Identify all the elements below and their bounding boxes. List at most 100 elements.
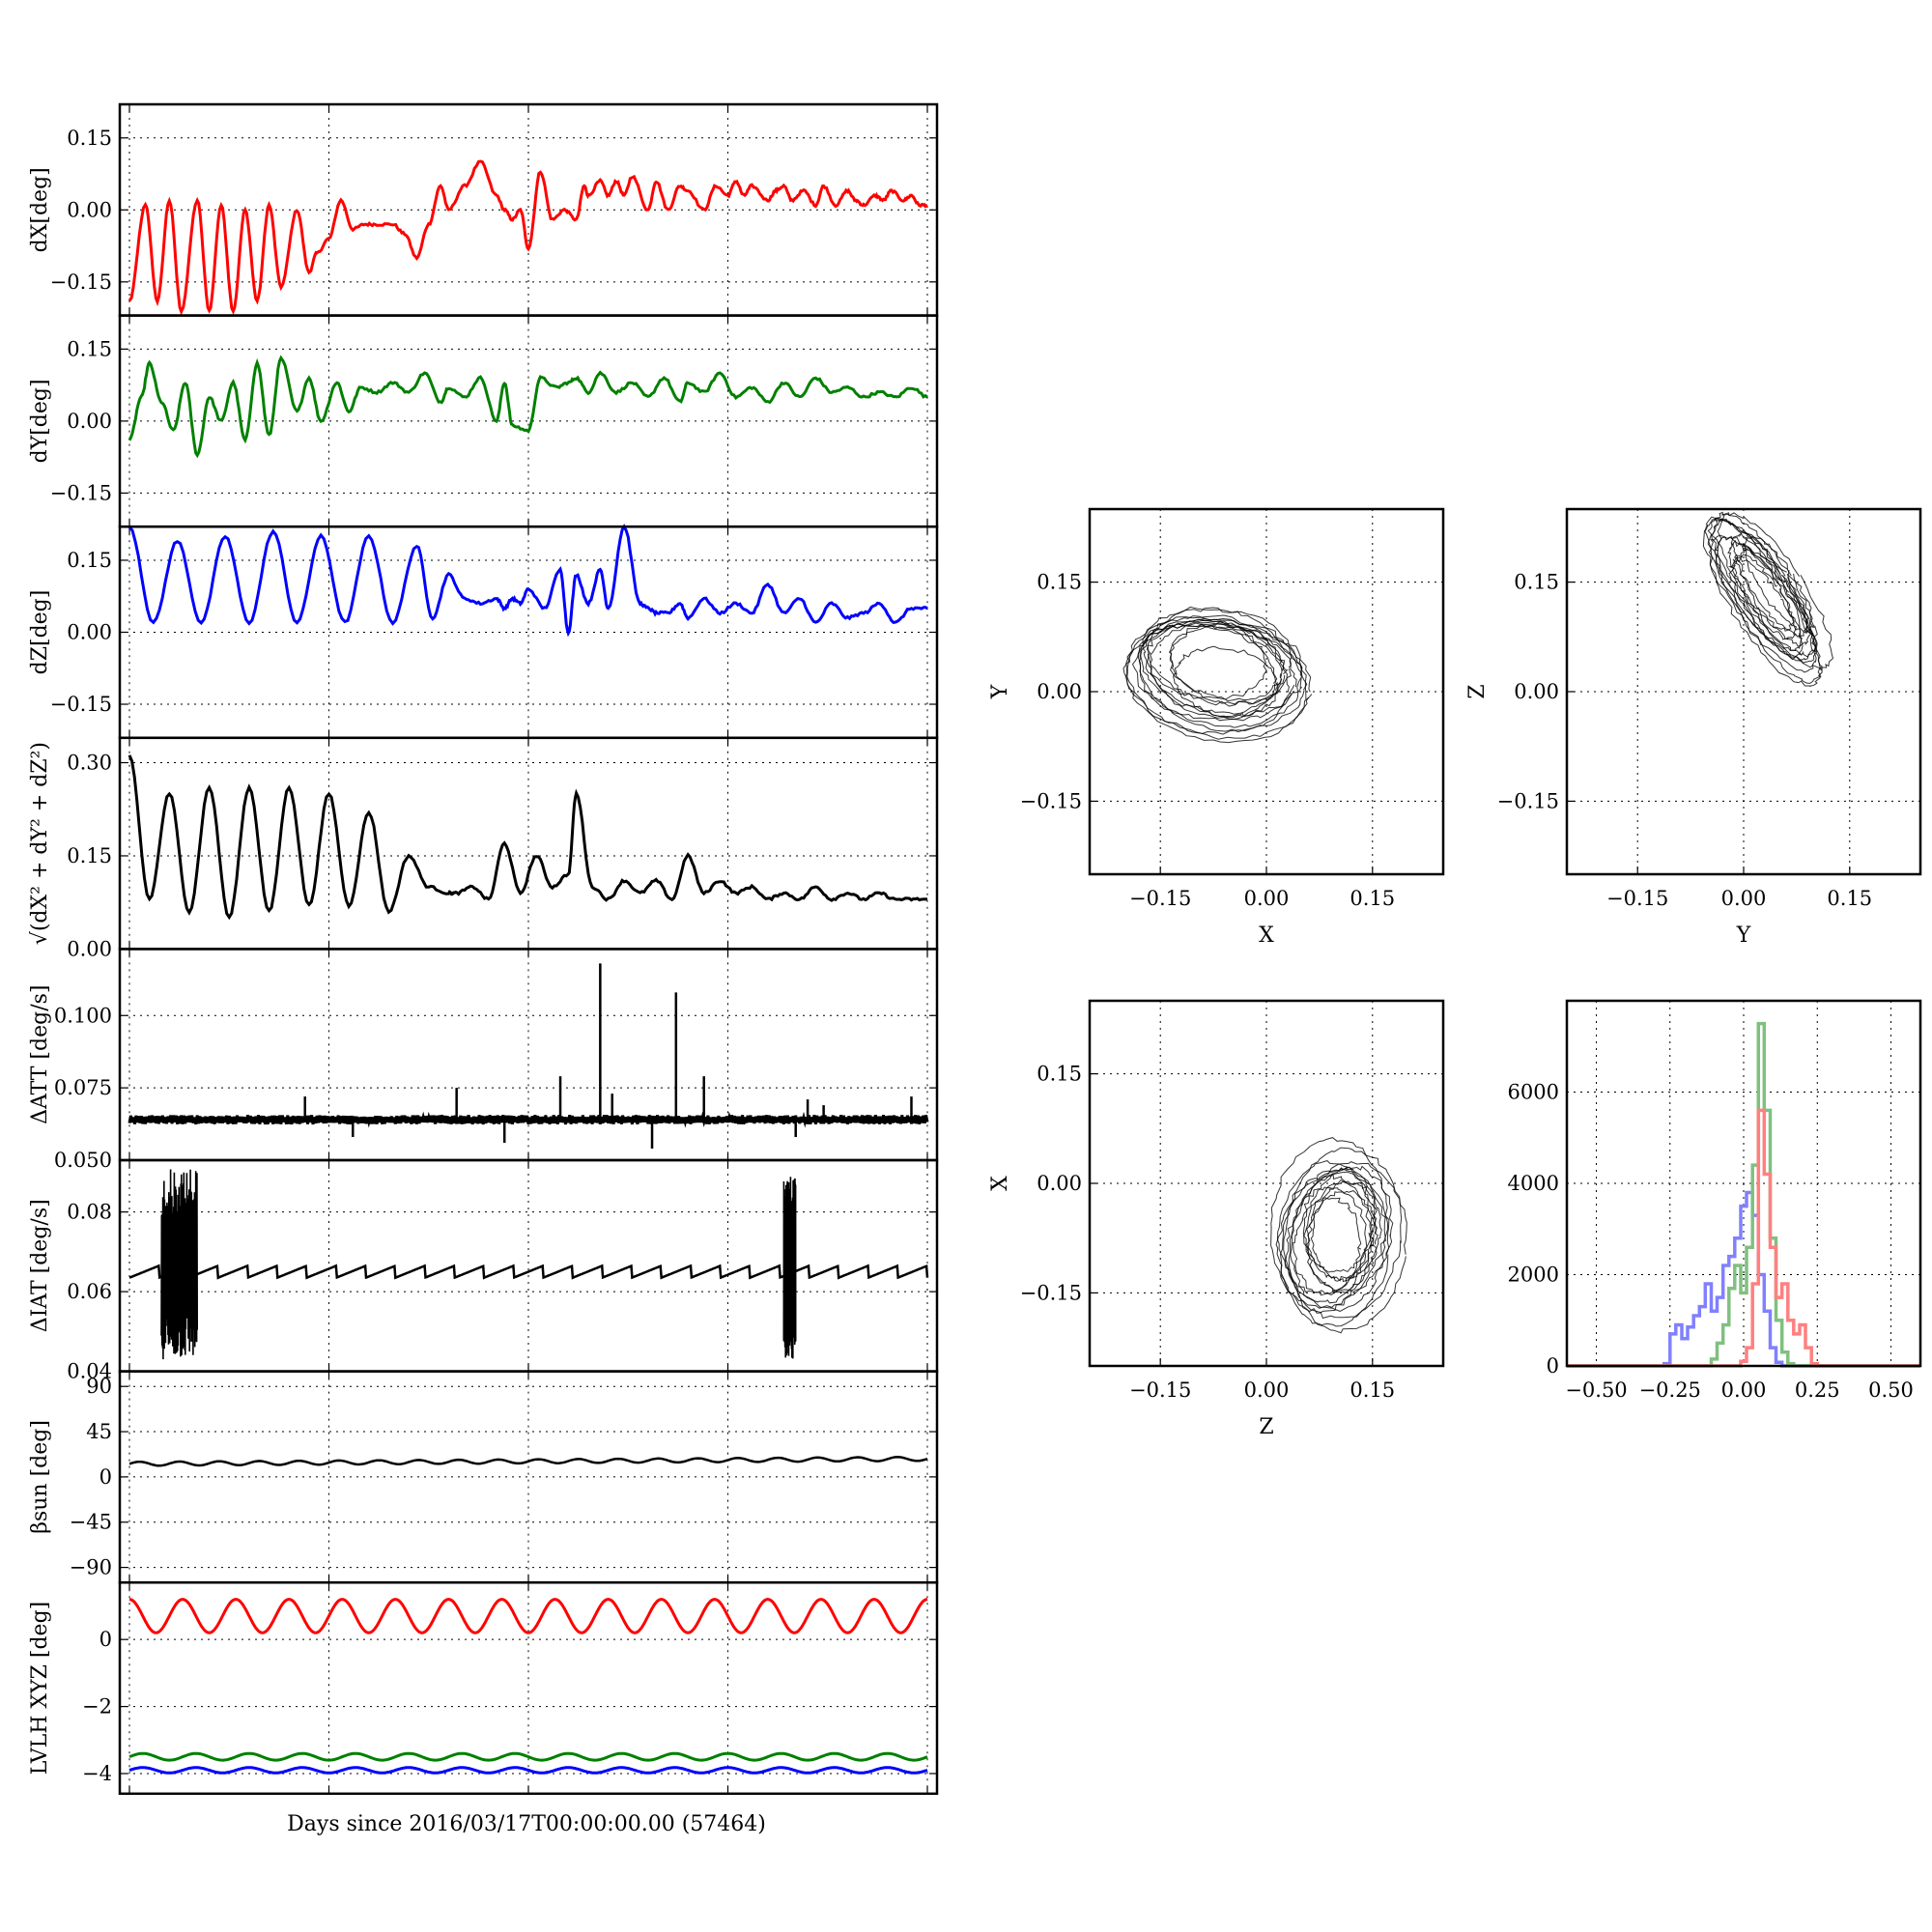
trajectory-line xyxy=(1131,623,1278,722)
x-tick-label: −0.15 xyxy=(1129,1378,1191,1402)
y-axis-label: dX[deg] xyxy=(28,167,52,252)
series-line xyxy=(128,159,928,316)
trajectory-line xyxy=(1293,1197,1362,1294)
y-axis-label: ΔATT [deg/s] xyxy=(28,985,52,1124)
y-tick-label: 90 xyxy=(86,1375,112,1398)
y-tick-label: 0.15 xyxy=(67,127,112,150)
histogram-step xyxy=(1567,1021,1920,1368)
series-line xyxy=(128,1456,928,1467)
x-axis-label: Days since 2016/03/17T00:00:00.00 (57464… xyxy=(287,1812,766,1836)
trajectory-line xyxy=(1703,518,1803,652)
y-tick-label: 0.15 xyxy=(67,549,112,572)
series-line xyxy=(128,1751,928,1762)
series-line xyxy=(128,355,928,459)
axes-frame xyxy=(1565,507,1922,876)
y-tick-label: 0.15 xyxy=(67,844,112,867)
panel-dx: −0.15 0.00 0.15 dX[deg] xyxy=(28,102,939,317)
trajectory-line xyxy=(1306,1190,1378,1292)
panel-dy: −0.15 0.00 0.15 dY[deg] xyxy=(28,314,939,528)
y-axis-label: X xyxy=(988,1176,1012,1191)
panel-zx: −0.15 −0.15 0.00 0.00 0.15 0.15 Z X xyxy=(988,999,1445,1439)
series-line xyxy=(128,1597,928,1634)
y-axis-label: Z xyxy=(1465,684,1490,698)
trajectory-line xyxy=(1731,554,1798,640)
y-axis-label: ΔIAT [deg/s] xyxy=(28,1199,52,1332)
y-tick-label: −45 xyxy=(70,1511,112,1534)
trajectory-line xyxy=(1137,618,1308,733)
y-tick-label: 0 xyxy=(99,1465,112,1489)
axes-frame xyxy=(118,736,939,951)
series-line xyxy=(128,524,928,638)
trajectory-line xyxy=(1140,606,1303,718)
y-tick-label: 45 xyxy=(86,1420,112,1443)
trajectory-line xyxy=(1741,536,1816,634)
x-tick-label: 0.00 xyxy=(1244,887,1290,910)
x-tick-label: −0.25 xyxy=(1639,1378,1701,1402)
y-tick-label: 0.075 xyxy=(54,1076,112,1099)
y-tick-label: −0.15 xyxy=(50,693,112,716)
y-axis-label: dY[deg] xyxy=(28,379,52,463)
x-tick-label: 0.00 xyxy=(1721,1378,1767,1402)
x-tick-label: 0.25 xyxy=(1795,1378,1840,1402)
trajectory-line xyxy=(1288,1161,1407,1334)
trajectory-line xyxy=(1270,1137,1388,1309)
trajectory-line xyxy=(1146,607,1293,707)
x-tick-label: 0.15 xyxy=(1350,1378,1395,1402)
trajectory-line xyxy=(1711,511,1818,658)
y-tick-label: 0.15 xyxy=(1037,571,1082,594)
y-tick-label: 2000 xyxy=(1508,1264,1559,1287)
trajectory-line xyxy=(1173,645,1278,719)
y-tick-label: 0.00 xyxy=(67,937,112,960)
y-tick-label: −90 xyxy=(70,1556,112,1579)
x-axis-label: X xyxy=(1259,923,1274,948)
trajectory-line xyxy=(1285,1186,1368,1304)
y-axis-label: √(dX² + dY² + dZ²) xyxy=(28,742,52,945)
y-axis-label: LVLH XYZ [deg] xyxy=(28,1602,52,1776)
series-line xyxy=(128,754,928,921)
trajectory-line xyxy=(1143,615,1268,700)
panel-dr: 0.00 0.15 0.30 √(dX² + dY² + dZ²) xyxy=(28,736,939,960)
y-tick-label: 0.00 xyxy=(1037,680,1082,703)
axes-frame xyxy=(1088,507,1445,876)
trajectory-line xyxy=(1279,1168,1390,1327)
panels: −0.15 0.00 0.15 dX[deg] −0.15 0.00 0.15 dY[deg]… xyxy=(28,102,1922,1796)
y-tick-label: 0.06 xyxy=(67,1280,112,1303)
x-tick-label: −0.50 xyxy=(1565,1378,1627,1402)
y-tick-label: −0.15 xyxy=(1020,789,1082,812)
burst-mark xyxy=(160,1169,198,1360)
x-tick-label: 0.15 xyxy=(1827,887,1872,910)
y-tick-label: 0.30 xyxy=(67,752,112,775)
y-tick-label: 0.050 xyxy=(54,1149,112,1172)
axes-frame xyxy=(1565,999,1922,1368)
panel-hist: −0.50 −0.25 0.00 0.25 0.50 0 2000 4000 6000 xyxy=(1508,999,1922,1402)
y-tick-label: 0.15 xyxy=(1514,571,1559,594)
trajectory-line xyxy=(1306,1179,1378,1282)
x-tick-label: 0.15 xyxy=(1350,887,1395,910)
panel-lvlh: −4 −2 0 LVLH XYZ [deg] xyxy=(28,1580,939,1796)
y-tick-label: 0 xyxy=(99,1628,112,1651)
axes-frame xyxy=(1088,999,1445,1368)
trajectory-line xyxy=(1169,624,1289,705)
series-line xyxy=(128,1766,928,1775)
trajectory-line xyxy=(1126,614,1313,740)
panel-dz: −0.15 0.00 0.15 dZ[deg] xyxy=(28,524,939,740)
series-line xyxy=(128,1111,929,1128)
y-axis-label: Y xyxy=(988,684,1012,699)
x-axis-label: Y xyxy=(1736,923,1751,948)
panel-xy: −0.15 −0.15 0.00 0.00 0.15 0.15 X Y xyxy=(988,507,1445,948)
y-tick-label: 0 xyxy=(1547,1354,1559,1378)
burst-mark xyxy=(782,1177,797,1359)
x-axis-label: Z xyxy=(1259,1415,1273,1439)
y-tick-label: 0.08 xyxy=(67,1201,112,1224)
trajectory-line xyxy=(1138,617,1303,728)
histogram-step xyxy=(1567,1108,1920,1368)
x-tick-label: 0.50 xyxy=(1868,1378,1914,1402)
trajectory-line xyxy=(1150,620,1297,722)
y-tick-label: 0.04 xyxy=(67,1360,112,1383)
y-tick-label: −0.15 xyxy=(1497,789,1559,812)
y-tick-label: 0.00 xyxy=(1037,1172,1082,1195)
trajectory-line xyxy=(1302,1166,1378,1273)
trajectory-line xyxy=(1707,517,1815,662)
